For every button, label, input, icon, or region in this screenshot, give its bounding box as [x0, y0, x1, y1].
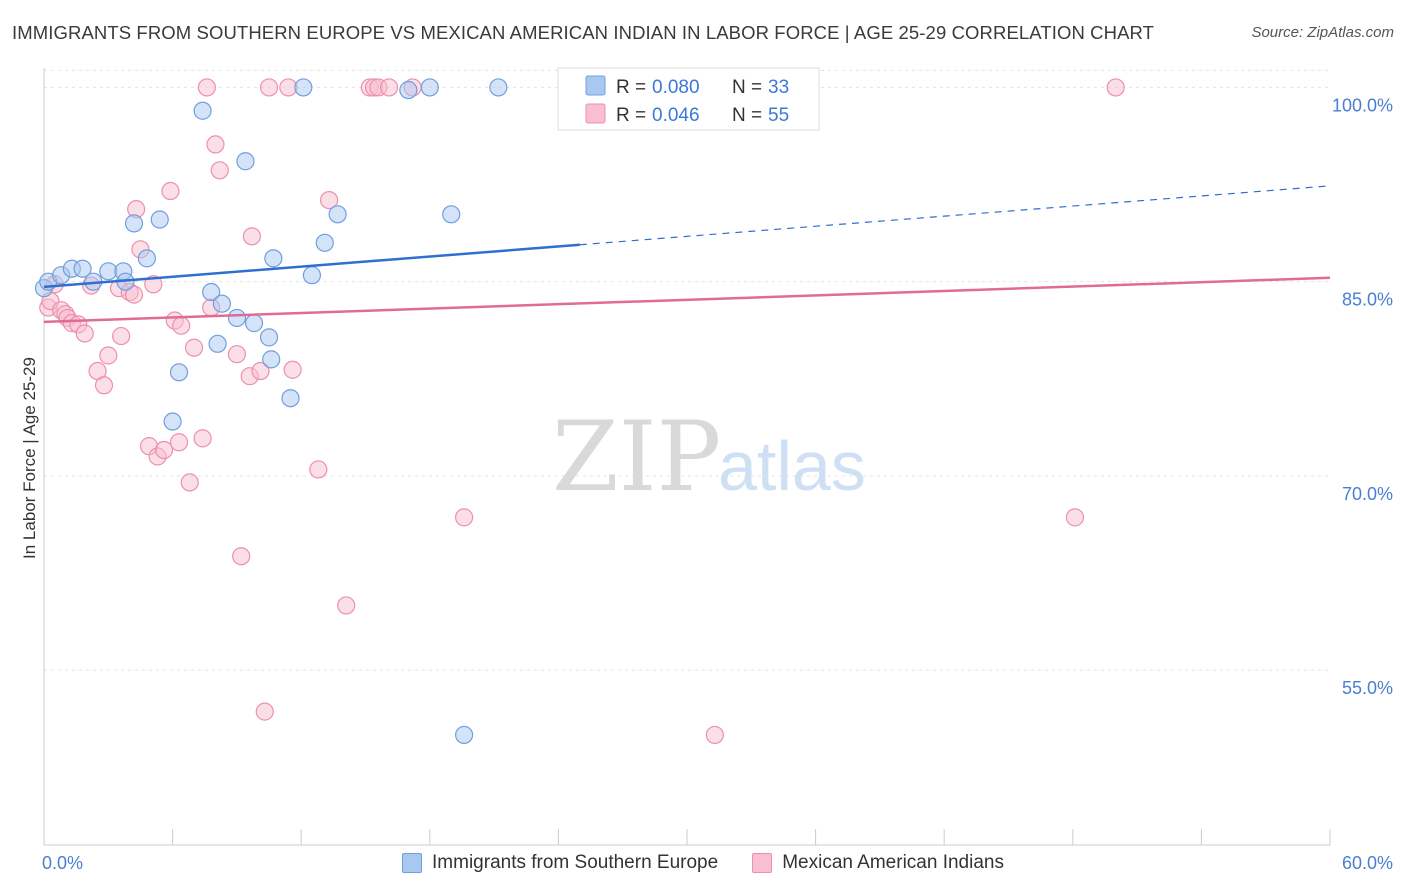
blue-point-11 [150, 210, 169, 229]
blue-point-18 [227, 308, 246, 328]
blue-point-26 [302, 266, 322, 285]
blue-point-17 [212, 294, 231, 313]
pink-point-45 [337, 596, 356, 615]
pink-point-38 [251, 361, 270, 381]
pink-point-11 [94, 376, 114, 395]
pink-point-25 [169, 433, 189, 452]
blue-point-31 [442, 205, 461, 224]
x-tick-labels: 0.0% 60.0% [42, 853, 1393, 873]
stats-n-label-1: N = [732, 77, 762, 98]
trend-line-pink [43, 276, 1331, 324]
pink-point-44 [319, 190, 339, 210]
x-tick-label-max: 60.0% [1342, 853, 1393, 873]
stats-r-label-2: R = [616, 105, 646, 126]
pink-point-34 [227, 345, 246, 364]
legend-swatch-blue [402, 853, 423, 873]
pink-point-20 [144, 275, 163, 294]
series-mexican-american-indians [39, 78, 1125, 745]
pink-point-37 [242, 227, 262, 246]
pink-point-35 [232, 547, 251, 566]
pink-point-16 [124, 285, 144, 304]
pink-point-28 [184, 338, 204, 357]
blue-point-30 [420, 78, 439, 97]
blue-point-25 [294, 78, 313, 97]
y-tick-labels: 55.0% 70.0% 85.0% 100.0% [1332, 95, 1393, 698]
pink-point-33 [210, 161, 229, 180]
y-tick-label-3: 100.0% [1332, 95, 1393, 115]
pink-point-40 [259, 78, 279, 97]
legend-label-mexican-american-indians: Mexican American Indians [782, 852, 1004, 873]
pink-point-49 [379, 78, 399, 97]
y-tick-label-1: 70.0% [1342, 484, 1393, 504]
pink-point-30 [197, 78, 216, 97]
trend-lines [43, 185, 1331, 324]
blue-point-16 [208, 334, 227, 353]
pink-point-53 [1065, 508, 1085, 527]
blue-point-33 [489, 78, 508, 97]
pink-point-54 [1106, 78, 1125, 97]
bottom-legend: Immigrants from Southern Europe Mexican … [0, 852, 1406, 874]
series-immigrants-southern-europe [34, 78, 508, 745]
blue-point-27 [315, 233, 334, 252]
pink-point-51 [454, 508, 474, 527]
stats-swatch-pink [585, 103, 606, 124]
stats-r-label-1: R = [616, 77, 646, 98]
y-tick-label-0: 55.0% [1342, 678, 1393, 698]
blue-point-10 [137, 249, 156, 268]
pink-point-39 [255, 702, 274, 721]
watermark-zip: ZIP [552, 401, 721, 513]
pink-point-22 [154, 440, 174, 460]
blue-point-29 [399, 80, 418, 100]
pink-point-23 [161, 181, 180, 201]
pink-point-26 [172, 316, 191, 335]
blue-point-13 [169, 363, 189, 382]
blue-point-9 [124, 214, 144, 233]
source-credit: Source: ZipAtlas.com [1251, 24, 1394, 41]
blue-point-4 [73, 259, 92, 278]
pink-point-29 [193, 429, 212, 448]
legend-item-mexican-american-indians: Mexican American Indians [752, 852, 1004, 874]
blue-point-19 [236, 152, 255, 171]
blue-point-21 [259, 328, 279, 347]
watermark-atlas: atlas [718, 427, 866, 505]
pink-point-14 [112, 326, 131, 346]
chart-title: IMMIGRANTS FROM SOUTHERN EUROPE VS MEXIC… [12, 22, 1155, 43]
pink-point-27 [180, 473, 199, 492]
axes [43, 68, 1331, 846]
blue-point-24 [281, 389, 300, 408]
blue-point-15 [202, 282, 221, 302]
pink-point-52 [705, 725, 724, 745]
pink-point-43 [309, 460, 328, 479]
stats-n-value-1: 33 [768, 77, 789, 98]
blue-point-32 [454, 725, 474, 745]
blue-point-23 [264, 249, 283, 268]
stats-r-value-2: 0.046 [652, 105, 700, 126]
legend-label-southern-europe: Immigrants from Southern Europe [432, 852, 719, 873]
pink-point-12 [99, 346, 118, 365]
pink-point-32 [206, 135, 225, 154]
legend-item-southern-europe: Immigrants from Southern Europe [402, 852, 718, 874]
blue-point-22 [262, 350, 281, 369]
legend-swatch-pink [752, 853, 773, 873]
stats-n-label-2: N = [732, 105, 762, 126]
stats-r-value-1: 0.080 [652, 77, 700, 98]
pink-point-8 [75, 324, 94, 343]
x-tick-label-min: 0.0% [42, 853, 83, 873]
blue-point-12 [163, 412, 182, 431]
trend-line-blue-dashed [579, 185, 1331, 246]
blue-point-28 [328, 205, 347, 224]
stats-n-value-2: 55 [768, 105, 789, 126]
pink-point-42 [283, 360, 302, 379]
blue-point-14 [193, 101, 212, 120]
trend-line-blue-solid [43, 243, 580, 289]
y-tick-label-2: 85.0% [1342, 290, 1393, 310]
blue-point-20 [244, 314, 264, 333]
stats-legend-box: R = 0.080 N = 33 R = 0.046 N = 55 [557, 67, 820, 131]
stats-swatch-blue [585, 75, 606, 96]
